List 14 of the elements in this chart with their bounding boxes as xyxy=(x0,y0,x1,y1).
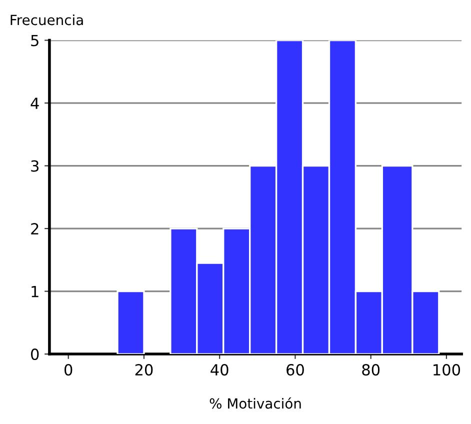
y-tick-label: 2 xyxy=(31,223,38,234)
y-tick-label: 1 xyxy=(32,286,38,298)
x-tick-label: 100 xyxy=(434,364,460,376)
x-tick-label: 60 xyxy=(286,364,304,376)
x-tick-label: 80 xyxy=(362,364,380,376)
x-tick-label: 20 xyxy=(135,364,153,376)
y-axis-title: Frecuencia xyxy=(10,14,83,26)
x-tick-label: 0 xyxy=(64,364,72,376)
y-tick-label: 4 xyxy=(30,98,39,109)
y-tick-label: 3 xyxy=(31,160,39,172)
y-tick-label: 5 xyxy=(31,34,38,46)
y-tick-label: 0 xyxy=(31,348,39,360)
x-axis-title: % Motivación xyxy=(210,397,301,409)
x-tick-label: 40 xyxy=(210,364,228,376)
